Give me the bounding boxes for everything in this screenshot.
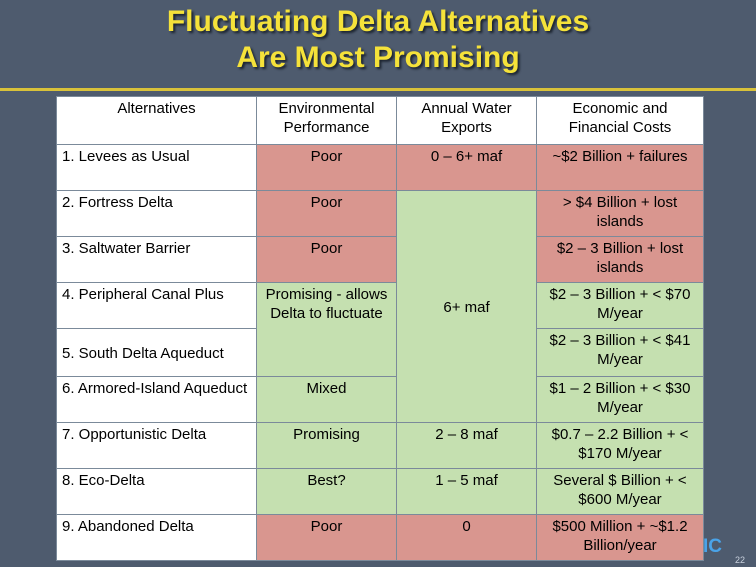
environmental-cell: Mixed — [256, 375, 397, 423]
cost-cell: > $4 Billion + lost islands — [536, 190, 704, 238]
environmental-cell: Poor — [256, 144, 397, 192]
alternative-name: 3. Saltwater Barrier — [56, 236, 257, 284]
header-environmental: Environmental Performance — [256, 95, 397, 146]
environmental-cell: Promising — [256, 421, 397, 469]
alternative-name: 5. South Delta Aqueduct — [56, 328, 257, 377]
cost-cell: $2 – 3 Billion + lost islands — [536, 236, 704, 284]
header-costs: Economic and Financial Costs — [536, 95, 704, 146]
table-row: 8. Eco-Delta Best? 1 – 5 maf Several $ B… — [56, 467, 704, 515]
alternative-name: 4. Peripheral Canal Plus — [56, 282, 257, 330]
table-row: 2. Fortress Delta Poor 6+ maf > $4 Billi… — [56, 190, 704, 423]
exports-cell: 2 – 8 maf — [396, 421, 537, 469]
table-row: 1. Levees as Usual Poor 0 – 6+ maf ~$2 B… — [56, 144, 704, 192]
alternative-name: 1. Levees as Usual — [56, 144, 257, 192]
alternative-name: 7. Opportunistic Delta — [56, 421, 257, 469]
slide-title-line-2: Are Most Promising — [236, 41, 520, 74]
logo: IC — [703, 536, 722, 557]
exports-merged-cell: 6+ maf — [396, 190, 537, 423]
exports-cell: 0 — [396, 513, 537, 562]
table-row: 7. Opportunistic Delta Promising 2 – 8 m… — [56, 421, 704, 469]
alternative-name: 9. Abandoned Delta — [56, 513, 257, 562]
environmental-merged-cell: Promising - allows Delta to fluctuate — [256, 282, 397, 377]
environmental-cell: Poor — [256, 190, 397, 238]
cost-cell: $2 – 3 Billion + < $70 M/year — [536, 282, 704, 330]
header-alternatives: Alternatives — [56, 95, 257, 146]
exports-cell: 0 – 6+ maf — [396, 144, 537, 192]
environmental-cell: Poor — [256, 513, 397, 562]
environmental-cell: Poor — [256, 236, 397, 284]
alternatives-table: Alternatives Environmental Performance A… — [56, 95, 704, 562]
page-number: 22 — [735, 555, 746, 565]
slide-title-line-1: Fluctuating Delta Alternatives — [166, 5, 590, 38]
alternative-name: 8. Eco-Delta — [56, 467, 257, 515]
table-header-row: Alternatives Environmental Performance A… — [56, 95, 704, 146]
environmental-cell: Best? — [256, 467, 397, 515]
cost-cell: $500 Million + ~$1.2 Billion/year — [536, 513, 704, 562]
exports-cell: 1 – 5 maf — [396, 467, 537, 515]
header-exports: Annual Water Exports — [396, 95, 537, 146]
cost-cell: $0.7 – 2.2 Billion + < $170 M/year — [536, 421, 704, 469]
cost-cell: $2 – 3 Billion + < $41 M/year — [536, 328, 704, 377]
title-divider — [0, 88, 756, 91]
table-row: 4. Peripheral Canal Plus Promising - all… — [56, 282, 704, 377]
alternative-name: 2. Fortress Delta — [56, 190, 257, 238]
table-row: 5. South Delta Aqueduct $2 – 3 Billion +… — [56, 328, 704, 377]
cost-cell: $1 – 2 Billion + < $30 M/year — [536, 375, 704, 423]
cost-cell: ~$2 Billion + failures — [536, 144, 704, 192]
cost-cell: Several $ Billion + < $600 M/year — [536, 467, 704, 515]
table-row: 3. Saltwater Barrier Poor $2 – 3 Billion… — [56, 236, 704, 284]
alternative-name: 6. Armored-Island Aqueduct — [56, 375, 257, 423]
table-row: 9. Abandoned Delta Poor 0 $500 Million +… — [56, 513, 704, 562]
slide-title: Fluctuating Delta Alternatives Are Most … — [0, 4, 756, 76]
table-row: 6. Armored-Island Aqueduct Mixed $1 – 2 … — [56, 375, 704, 423]
